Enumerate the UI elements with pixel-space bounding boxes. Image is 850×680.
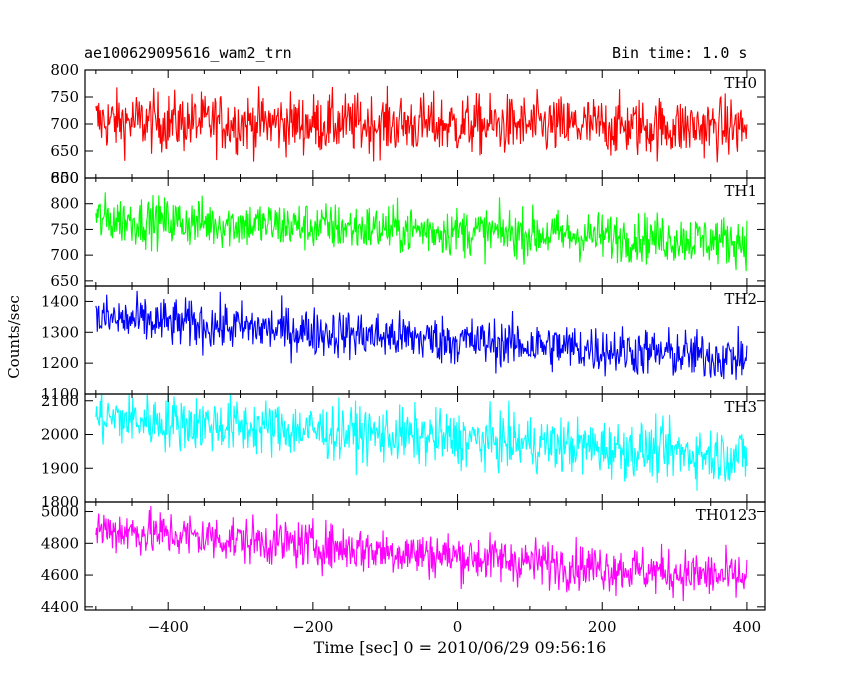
series-line-th1 bbox=[95, 192, 748, 272]
y-tick-label: 850 bbox=[50, 169, 79, 187]
x-tick-label: 200 bbox=[588, 618, 617, 636]
y-tick-label: 700 bbox=[50, 115, 79, 133]
y-tick-label: 1100 bbox=[41, 385, 79, 403]
y-tick-label: 650 bbox=[50, 142, 79, 160]
y-tick-label: 4600 bbox=[41, 566, 79, 584]
x-tick-label: 0 bbox=[453, 618, 463, 636]
panel-frame-th0123 bbox=[84, 501, 766, 611]
y-tick-label: 800 bbox=[50, 61, 79, 79]
y-tick-label: 2000 bbox=[41, 426, 79, 444]
panel-label-th0123: TH0123 bbox=[696, 506, 757, 524]
series-line-th0123 bbox=[95, 505, 748, 602]
panel-label-th1: TH1 bbox=[724, 182, 757, 200]
bin-time-label: Bin time: 1.0 s bbox=[612, 44, 748, 62]
panel-label-th2: TH2 bbox=[724, 290, 757, 308]
y-tick-label: 1200 bbox=[41, 354, 79, 372]
panel-label-th3: TH3 bbox=[724, 398, 757, 416]
y-tick-label: 1400 bbox=[41, 292, 79, 310]
y-axis-title: Counts/sec bbox=[5, 295, 23, 379]
x-tick-label: −400 bbox=[148, 618, 189, 636]
chart-title: ae100629095616_wam2_trn bbox=[84, 44, 292, 62]
series-line-th0 bbox=[95, 85, 748, 163]
y-tick-label: 750 bbox=[50, 220, 79, 238]
y-tick-label: 750 bbox=[50, 88, 79, 106]
series-line-th2 bbox=[95, 290, 748, 380]
y-tick-label: 650 bbox=[50, 272, 79, 290]
y-tick-label: 4400 bbox=[41, 598, 79, 616]
x-tick-label: 400 bbox=[733, 618, 762, 636]
series-line-th3 bbox=[95, 394, 748, 491]
y-tick-label: 1900 bbox=[41, 459, 79, 477]
x-tick-label: −200 bbox=[292, 618, 333, 636]
x-axis-title: Time [sec] 0 = 2010/06/29 09:56:16 bbox=[313, 638, 607, 657]
y-tick-label: 800 bbox=[50, 195, 79, 213]
y-tick-label: 700 bbox=[50, 246, 79, 264]
y-tick-label: 4800 bbox=[41, 534, 79, 552]
y-tick-label: 600 bbox=[50, 169, 79, 187]
y-tick-label: 1300 bbox=[41, 323, 79, 341]
y-tick-label: 2100 bbox=[41, 392, 79, 410]
y-tick-label: 5000 bbox=[41, 503, 79, 521]
y-tick-label: 1800 bbox=[41, 493, 79, 511]
panel-label-th0: TH0 bbox=[724, 74, 757, 92]
